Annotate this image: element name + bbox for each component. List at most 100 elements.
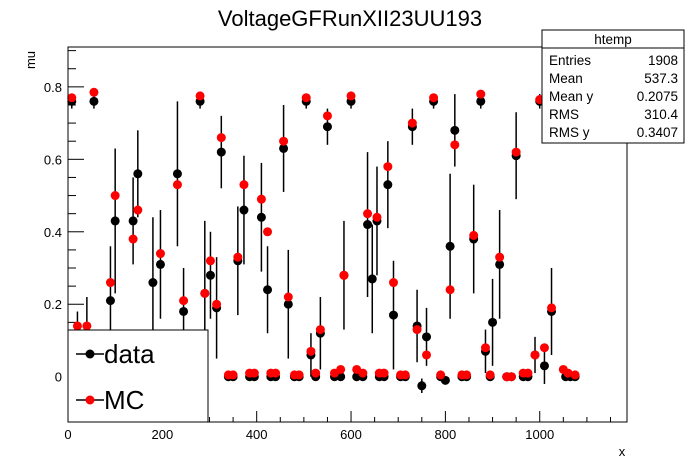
mc-point (372, 212, 382, 222)
data-point (388, 310, 398, 320)
data-point (450, 125, 460, 135)
mc-point (200, 288, 210, 298)
mc-point (72, 321, 82, 331)
data-point (495, 259, 505, 269)
mc-point (530, 350, 540, 360)
mc-point (212, 299, 222, 309)
mc-point (279, 136, 289, 146)
data-point (363, 220, 373, 230)
mc-point (256, 194, 266, 204)
legend-label-mc: MC (104, 385, 144, 415)
stats-value-rms-y: 0.3407 (637, 125, 678, 140)
legend-frame (67, 329, 209, 423)
data-point (155, 259, 165, 269)
y-axis-label: mu (23, 51, 38, 69)
mc-point (506, 372, 516, 382)
mc-point (412, 325, 422, 335)
chart-title: VoltageGFRunXII23UU193 (218, 6, 482, 31)
x-tick-label: 800 (435, 427, 457, 442)
data-point (383, 180, 393, 190)
mc-point (249, 368, 259, 378)
data-point (128, 216, 138, 226)
mc-point (462, 370, 472, 380)
x-tick-label: 200 (151, 427, 173, 442)
data-point (172, 169, 182, 179)
stats-label-rms: RMS (549, 107, 579, 122)
mc-point (476, 89, 486, 99)
data-point (133, 169, 143, 179)
data-point (105, 296, 115, 306)
stats-label-entries: Entries (549, 53, 591, 68)
legend-label-data: data (104, 339, 155, 369)
data-point (539, 361, 549, 371)
data-point (89, 96, 99, 106)
stats-value-rms: 310.4 (644, 107, 678, 122)
legend-mc-marker (85, 395, 95, 405)
mc-point (407, 118, 417, 128)
mc-point (155, 249, 165, 259)
data-point (148, 278, 158, 288)
mc-point (436, 370, 446, 380)
y-tick-label: 0.4 (44, 225, 62, 240)
mc-point (383, 162, 393, 172)
stats-value-mean: 537.3 (644, 71, 678, 86)
mc-point (539, 343, 549, 353)
data-point (279, 143, 289, 153)
mc-point (322, 111, 332, 121)
mc-point (485, 370, 495, 380)
mc-point (205, 256, 215, 266)
mc-point (67, 93, 77, 103)
mc-point (195, 91, 205, 101)
mc-point (128, 234, 138, 244)
mc-point (511, 147, 521, 157)
mc-point (315, 325, 325, 335)
mc-point (547, 303, 557, 313)
mc-point (239, 180, 249, 190)
x-tick-label: 1000 (525, 427, 554, 442)
mc-point (495, 252, 505, 262)
data-point (476, 96, 486, 106)
mc-point (179, 296, 189, 306)
data-point (256, 212, 266, 222)
mc-point (294, 370, 304, 380)
mc-point (133, 205, 143, 215)
mc-point (379, 368, 389, 378)
mc-point (306, 346, 316, 356)
y-tick-label: 0.8 (44, 80, 62, 95)
axis-ticks: 0 200 400 600 800 1000 0 0.2 0.4 0.6 0.8 (44, 50, 611, 442)
mc-point (301, 93, 311, 103)
data-point (488, 317, 498, 327)
mc-point (228, 370, 238, 380)
mc-point (110, 191, 120, 201)
x-tick-label: 400 (246, 427, 268, 442)
mc-point (172, 180, 182, 190)
stats-label-mean-y: Mean y (549, 89, 594, 104)
x-tick-label: 600 (340, 427, 362, 442)
data-point (445, 241, 455, 251)
stats-value-entries: 1908 (648, 53, 678, 68)
mc-point (311, 368, 321, 378)
y-tick-label: 0.6 (44, 152, 62, 167)
data-point (367, 274, 377, 284)
y-tick-label: 0.2 (44, 297, 62, 312)
stats-label-rms-y: RMS y (549, 125, 590, 140)
series-mc (67, 87, 580, 382)
mc-point (346, 91, 356, 101)
data-point (110, 216, 120, 226)
x-tick-label: 0 (64, 427, 71, 442)
stats-value-mean-y: 0.2075 (637, 89, 678, 104)
data-point (417, 381, 427, 391)
data-point (179, 306, 189, 316)
stats-label-mean: Mean (549, 71, 583, 86)
mc-point (233, 252, 243, 262)
stats-box-frame (541, 29, 685, 144)
data-point (322, 122, 332, 132)
mc-point (89, 87, 99, 97)
mc-point (400, 370, 410, 380)
mc-point (358, 368, 368, 378)
mc-point (283, 292, 293, 302)
mc-point (216, 133, 226, 143)
mc-point (429, 93, 439, 103)
legend-data-marker (85, 349, 95, 359)
